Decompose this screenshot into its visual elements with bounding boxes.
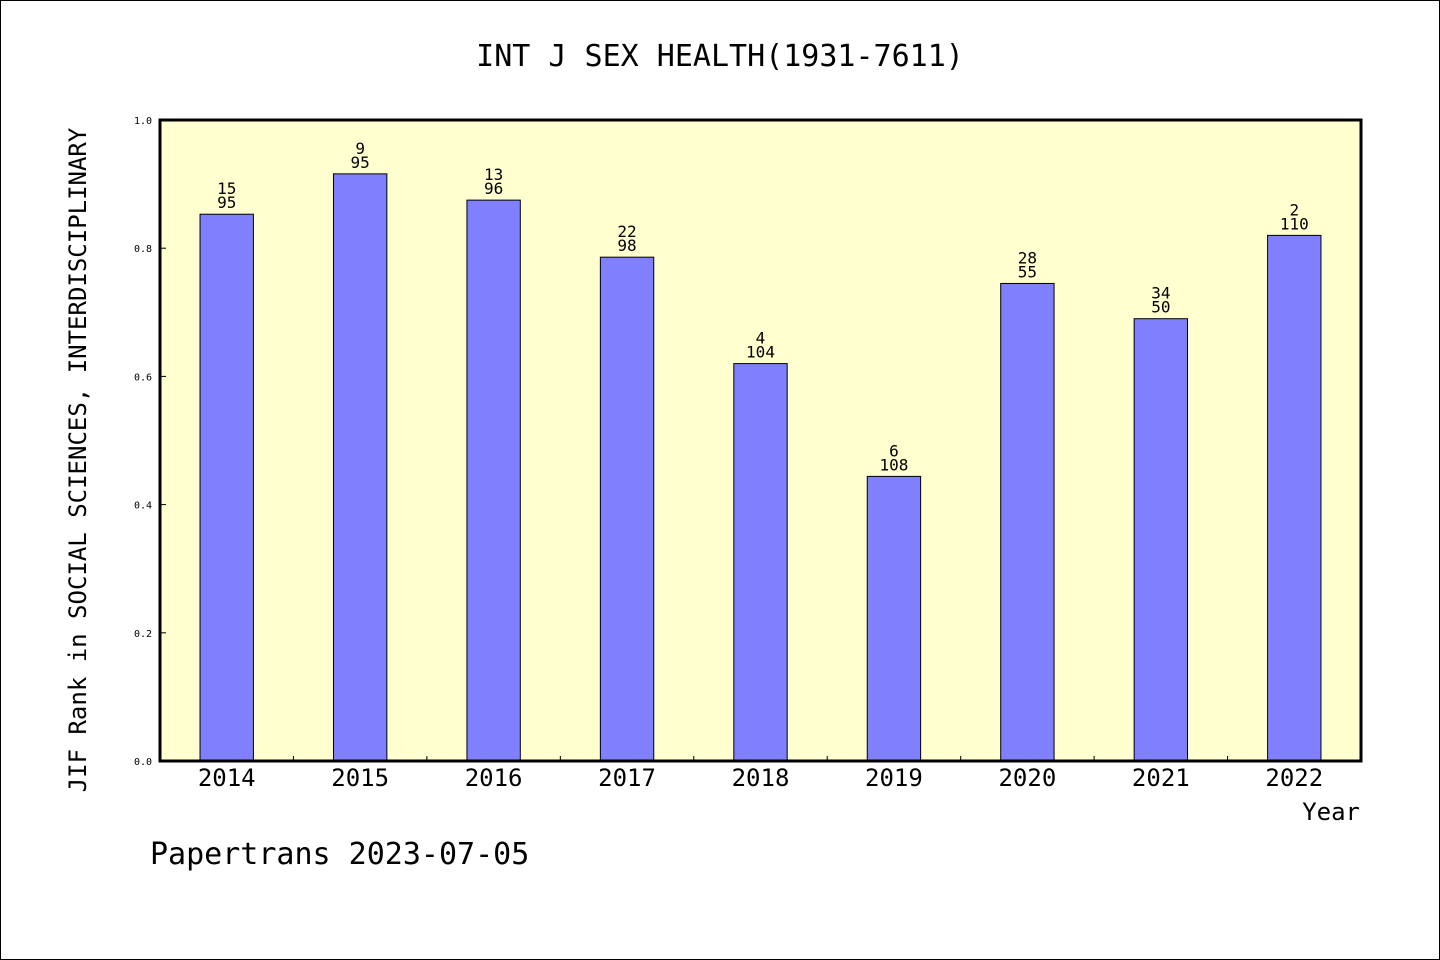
bar-total-label: 50: [1151, 298, 1170, 317]
bar-2016: [466, 199, 521, 762]
bar-2020: [1000, 282, 1055, 762]
bar-2017: [599, 256, 655, 762]
y-tick-label: 0.2: [134, 629, 152, 640]
bar-2018: [733, 363, 788, 762]
bar-total-label: 55: [1018, 262, 1037, 281]
bar-rank-label: 9: [355, 139, 365, 158]
bar-2022: [1267, 234, 1322, 762]
bar-total-label: 96: [484, 179, 503, 198]
bar-total-label: 108: [879, 455, 908, 474]
bar-rank-label: 2: [1289, 200, 1299, 219]
x-tick-label: 2015: [331, 764, 389, 792]
footer-date: Papertrans 2023-07-05: [150, 837, 529, 872]
bar-rank-label: 34: [1151, 284, 1170, 303]
x-tick-label: 2019: [865, 764, 923, 792]
y-tick-label: 0.0: [134, 757, 152, 768]
x-tick-label: 2017: [598, 764, 656, 792]
bar-rank-label: 4: [756, 329, 766, 348]
bar-rank-label: 15: [217, 179, 236, 198]
bar-total-label: 98: [617, 236, 636, 255]
plot-border: [158, 118, 1363, 763]
x-tick-label: 2022: [1265, 764, 1323, 792]
bar-2015: [332, 173, 388, 762]
y-axis-label: JIF Rank in SOCIAL SCIENCES, INTERDISCIP…: [64, 127, 92, 792]
y-tick-label: 1.0: [134, 116, 152, 127]
bar-total-label: 95: [217, 193, 236, 212]
x-tick-label: 2018: [732, 764, 790, 792]
bar-rank-label: 22: [617, 222, 636, 241]
bar-2014: [199, 213, 254, 762]
bar-total-label: 104: [746, 343, 775, 362]
bar-rank-label: 13: [484, 165, 503, 184]
bar-total-label: 95: [351, 153, 370, 172]
bar-rank-label: 6: [889, 441, 899, 460]
x-tick-label: 2021: [1132, 764, 1190, 792]
x-tick-label: 2016: [465, 764, 523, 792]
x-ticks-layer: 2014 2015 2016 2017 2018 2019 2020 2021 2022: [198, 756, 1323, 792]
y-tick-label: 0.4: [134, 501, 152, 512]
y-tick-label: 0.8: [134, 244, 152, 255]
x-tick-label: 2014: [198, 764, 256, 792]
chart-title: INT J SEX HEALTH(1931-7611): [476, 39, 964, 74]
bar-2019: [866, 475, 922, 762]
x-tick-label: 2020: [998, 764, 1056, 792]
bar-total-label: 110: [1280, 214, 1309, 233]
y-tick-label: 0.6: [134, 372, 152, 383]
x-axis-label: Year: [1302, 798, 1360, 826]
bar-2021: [1133, 318, 1189, 762]
bar-rank-label: 28: [1018, 248, 1037, 267]
bars-layer: [199, 173, 1322, 762]
